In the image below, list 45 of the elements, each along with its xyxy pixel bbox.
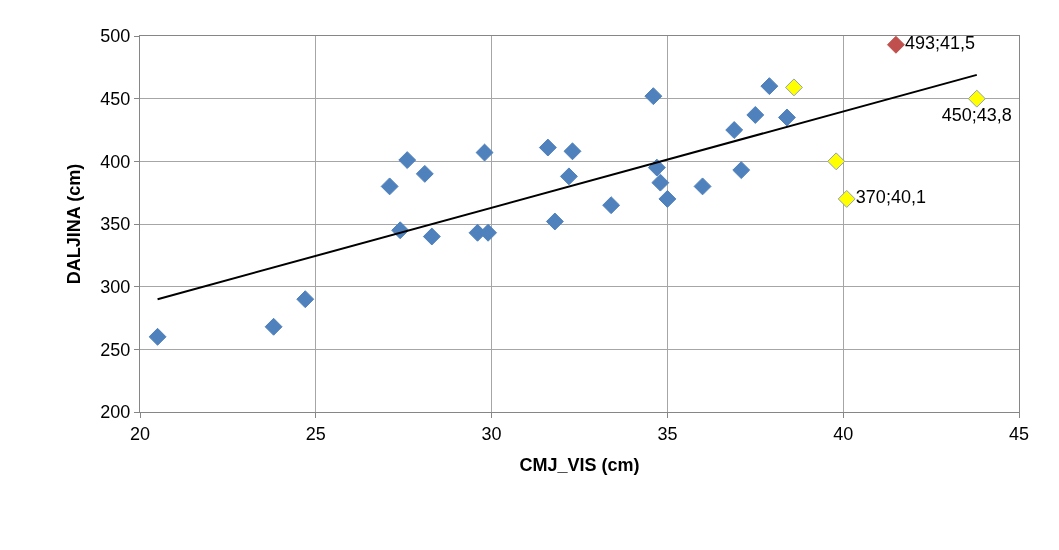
x-tick-label: 40 [833, 423, 854, 444]
point [644, 87, 663, 106]
y-tick-label: 350 [100, 214, 131, 235]
x-axis-title: CMJ_VIS (cm) [519, 454, 640, 475]
point [658, 189, 677, 208]
data-label: 370;40,1 [855, 187, 926, 208]
point [264, 317, 283, 336]
point [967, 89, 986, 108]
x-tick-label: 20 [129, 423, 151, 444]
y-tick-label: 200 [100, 402, 131, 423]
point [148, 327, 167, 346]
point [398, 151, 417, 170]
point [651, 173, 670, 192]
y-axis-title: DALJINA (cm) [63, 163, 84, 285]
x-tick-label: 25 [305, 423, 326, 444]
point [296, 290, 315, 309]
point [746, 106, 765, 124]
point [545, 212, 564, 231]
point [602, 196, 621, 215]
point [380, 177, 399, 196]
point [563, 142, 582, 161]
point [560, 167, 578, 186]
y-tick-label: 450 [100, 88, 131, 109]
data-label: 493;41,5 [905, 33, 976, 54]
point [827, 152, 846, 171]
y-tick-label: 400 [100, 151, 131, 172]
x-tick-label: 45 [1008, 423, 1030, 444]
point [732, 161, 751, 180]
point [785, 78, 803, 97]
point [886, 35, 905, 54]
y-tick-label: 300 [100, 276, 131, 297]
point [415, 164, 434, 183]
x-tick-label: 30 [481, 423, 502, 444]
x-tick-label: 35 [657, 423, 678, 444]
point [760, 77, 779, 96]
y-tick-label: 500 [100, 26, 131, 47]
point [538, 138, 557, 157]
point [837, 189, 856, 208]
point [475, 143, 494, 162]
point [693, 177, 712, 196]
point [777, 108, 796, 127]
point [725, 121, 744, 139]
data-label: 450;43,8 [941, 105, 1012, 126]
point [422, 227, 441, 246]
y-tick-label: 250 [100, 339, 131, 360]
